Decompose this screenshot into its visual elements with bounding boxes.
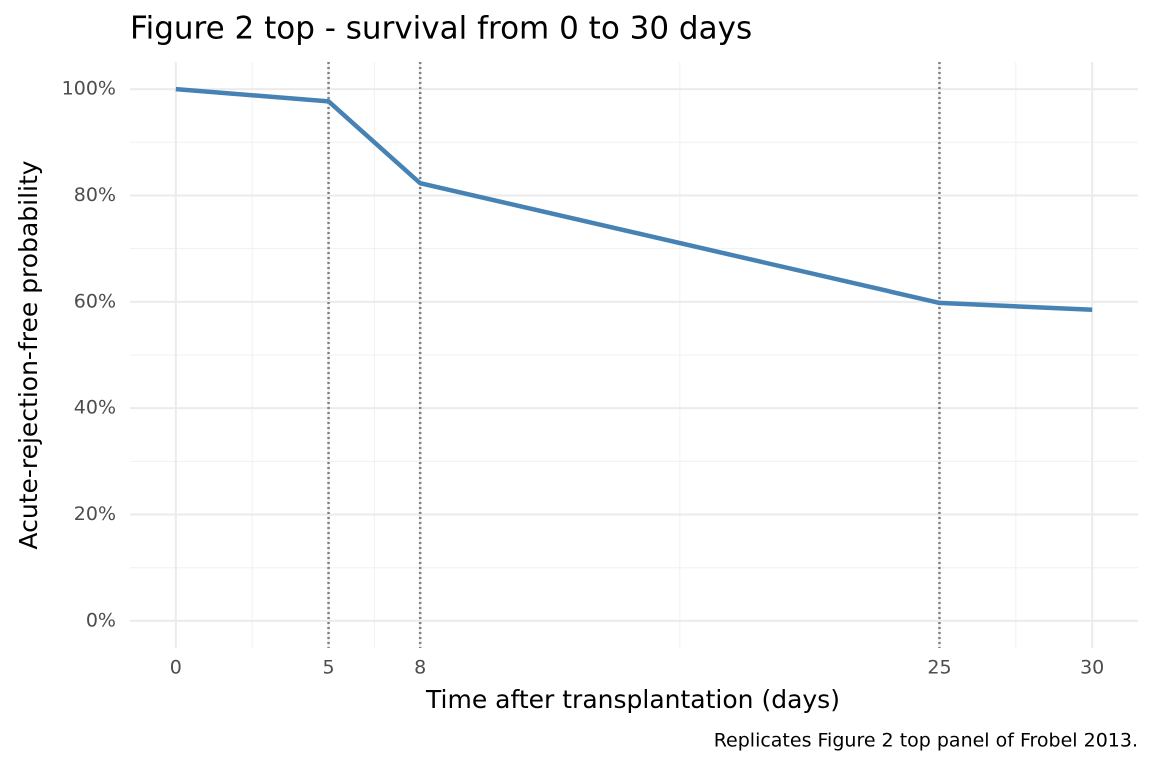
- x-tick-label: 25: [927, 657, 951, 679]
- y-tick-label: 0%: [86, 609, 116, 631]
- y-tick-label: 80%: [74, 184, 116, 206]
- x-tick-label: 30: [1080, 657, 1104, 679]
- x-tick-label: 5: [322, 657, 334, 679]
- x-tick-label: 0: [170, 657, 182, 679]
- x-axis-title: Time after transplantation (days): [425, 685, 840, 714]
- line: [175, 86, 1093, 313]
- y-tick-label: 60%: [74, 290, 116, 312]
- caption: Replicates Figure 2 top panel of Frobel …: [714, 730, 1138, 752]
- y-tick-label: 100%: [62, 78, 116, 100]
- chart-title: Figure 2 top - survival from 0 to 30 day…: [130, 11, 752, 47]
- y-tick-label: 40%: [74, 397, 116, 419]
- x-tick-label: 8: [414, 657, 426, 679]
- y-axis-title: Acute-rejection-free probability: [14, 160, 43, 549]
- y-tick-label: 20%: [74, 503, 116, 525]
